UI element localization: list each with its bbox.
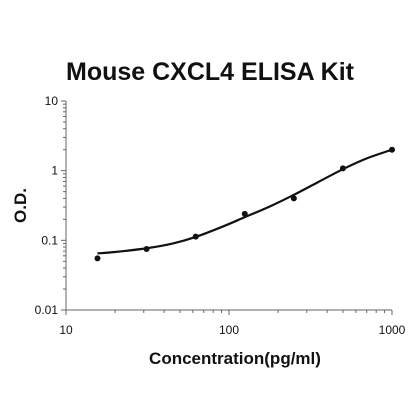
x-tick-label: 100	[219, 323, 239, 337]
data-points	[94, 146, 395, 262]
data-point	[94, 255, 101, 262]
data-point	[241, 210, 248, 217]
y-tick-label: 0.01	[35, 303, 59, 317]
x-tick-label: 10	[59, 323, 73, 337]
data-point	[389, 146, 395, 153]
data-point	[143, 246, 150, 253]
x-tick-label: 1000	[379, 323, 406, 337]
chart-title: Mouse CXCL4 ELISA Kit	[66, 58, 354, 86]
axes	[61, 100, 393, 315]
y-tick-label: 1	[51, 164, 58, 178]
data-point	[290, 195, 297, 202]
y-axis-label: O.D.	[11, 188, 30, 223]
y-tick-label: 10	[45, 94, 59, 108]
data-point	[339, 165, 346, 172]
y-tick-label: 0.1	[41, 233, 58, 247]
fit-curve	[97, 148, 393, 255]
x-axis-label: Concentration(pg/ml)	[149, 349, 321, 368]
data-point	[192, 233, 199, 240]
